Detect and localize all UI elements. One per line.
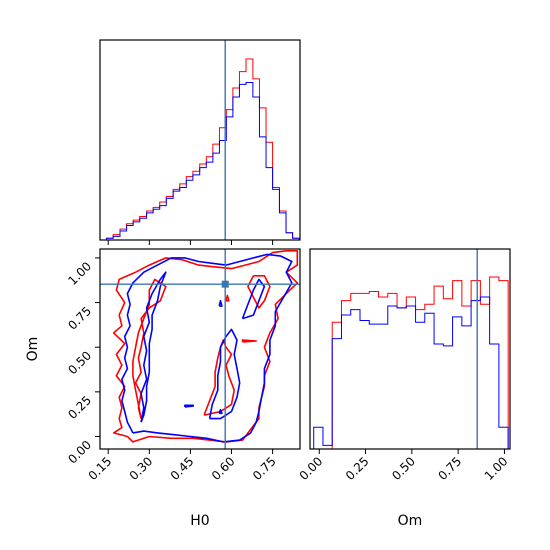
x-tick-label: 0.45 xyxy=(168,454,197,483)
histogram-Om-ticks: 0.00 0.25 0.50 0.75 1.00 xyxy=(297,449,511,483)
y-axis-label-Om: Om xyxy=(25,337,41,362)
contour-line-5 xyxy=(225,294,230,302)
contour-line-7 xyxy=(140,271,167,423)
histogram-Om-panel: 0.00 0.25 0.50 0.75 1.00 Om xyxy=(297,248,511,529)
histogram-H0-series xyxy=(100,58,300,241)
contour-line-11 xyxy=(218,408,223,415)
contour-line-12 xyxy=(218,299,223,307)
histogram-series-blue xyxy=(100,82,300,241)
contour-x-ticks: 0.15 0.30 0.45 0.60 0.75 xyxy=(86,449,279,483)
y-tick-label: 0.00 xyxy=(65,438,94,467)
x-tick-label-Om: 0.50 xyxy=(389,454,418,483)
x-tick-label: 0.15 xyxy=(86,454,115,483)
x-tick-label-Om: 0.25 xyxy=(343,454,372,483)
y-tick-label: 0.50 xyxy=(65,348,94,377)
contour-line-4 xyxy=(241,339,258,343)
x-tick-label-Om: 0.75 xyxy=(435,454,464,483)
histogram-series-red xyxy=(313,276,509,450)
contour-line-6 xyxy=(121,253,293,443)
histogram-Om-frame xyxy=(309,248,511,450)
histogram-Om-series xyxy=(313,276,509,450)
contour-line-1 xyxy=(132,278,167,419)
contour-y-ticks: 0.00 0.25 0.50 0.75 1.00 xyxy=(65,257,100,467)
histogram-series-red xyxy=(100,58,300,241)
contour-line-3 xyxy=(247,274,271,309)
x-axis-label-H0: H0 xyxy=(190,513,209,529)
histogram-H0-ticks xyxy=(107,240,274,245)
y-tick-label: 0.25 xyxy=(65,393,94,422)
y-tick-label: 1.00 xyxy=(65,259,94,288)
y-tick-label: 0.75 xyxy=(65,304,94,333)
contour-line-10 xyxy=(184,404,194,408)
contour-lines xyxy=(112,250,299,443)
contour-line-9 xyxy=(241,278,266,320)
contour-H0-Om-panel: 0.15 0.30 0.45 0.60 0.75 0.00 0.25 0.50 0.75 1.0… xyxy=(25,248,301,529)
contour-line-2 xyxy=(203,339,235,416)
x-axis-label-Om: Om xyxy=(398,513,423,529)
histogram-H0-frame xyxy=(99,39,301,241)
contour-line-8 xyxy=(208,328,241,420)
x-tick-label-Om: 0.00 xyxy=(297,454,326,483)
x-tick-label: 0.30 xyxy=(127,454,156,483)
contour-frame xyxy=(99,248,301,450)
truth-marker xyxy=(221,280,229,288)
x-tick-label-Om: 1.00 xyxy=(482,454,511,483)
x-tick-label: 0.75 xyxy=(250,454,279,483)
x-tick-label: 0.60 xyxy=(209,454,238,483)
histogram-H0-panel xyxy=(99,39,301,245)
histogram-series-blue xyxy=(313,296,509,449)
